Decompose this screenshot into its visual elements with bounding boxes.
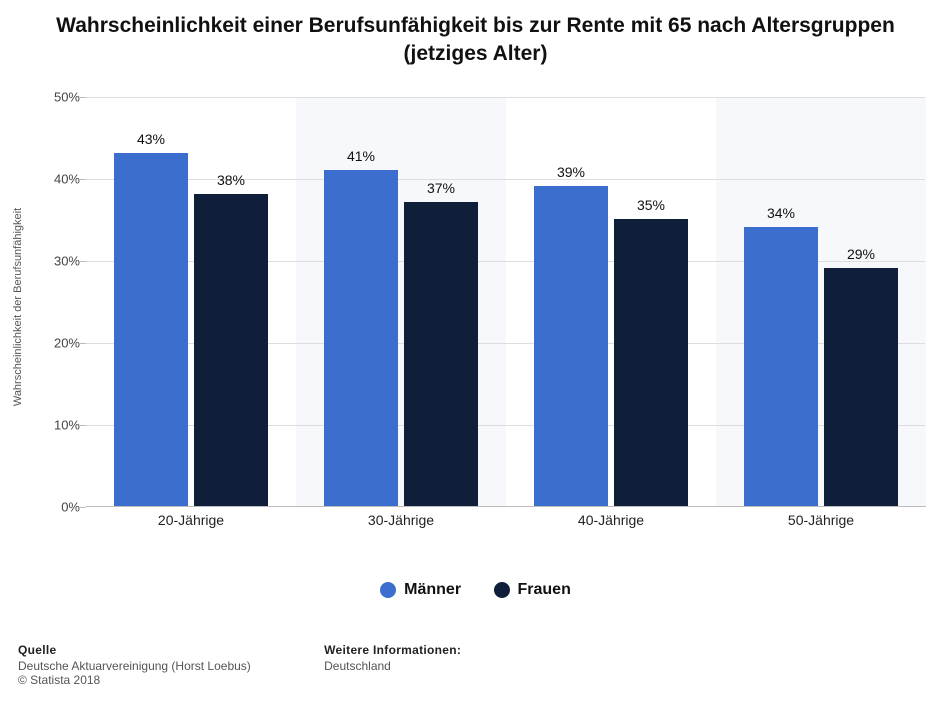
source-label: Quelle — [18, 643, 251, 657]
bar-männer: 41% — [324, 170, 398, 506]
y-axis-title: Wahrscheinlichkeit der Berufsunfähigkeit — [12, 208, 24, 406]
footer: Quelle Deutsche Aktuarvereinigung (Horst… — [18, 643, 928, 687]
y-tick-label: 30% — [28, 253, 80, 268]
plot-area: 43%38%41%37%39%35%34%29% — [86, 97, 926, 507]
x-category-label: 20-Jährige — [158, 512, 224, 528]
bar-frauen: 37% — [404, 202, 478, 505]
legend-item-maenner: Männer — [380, 581, 461, 599]
y-tick-label: 40% — [28, 171, 80, 186]
legend-dot-icon — [380, 582, 396, 598]
legend: Männer Frauen — [18, 581, 933, 603]
y-tick-label: 0% — [28, 499, 80, 514]
y-tick-mark — [80, 507, 86, 508]
bar-value-label: 43% — [114, 131, 188, 147]
bar-value-label: 34% — [744, 205, 818, 221]
more-info-text: Deutschland — [324, 659, 461, 673]
bar-frauen: 38% — [194, 194, 268, 506]
bar-value-label: 37% — [404, 180, 478, 196]
legend-label: Männer — [404, 581, 461, 599]
y-tick-label: 20% — [28, 335, 80, 350]
copyright-text: © Statista 2018 — [18, 673, 251, 687]
more-info-label: Weitere Informationen: — [324, 643, 461, 657]
y-tick-label: 50% — [28, 89, 80, 104]
chart-area: Wahrscheinlichkeit der Berufsunfähigkeit… — [28, 77, 933, 537]
bar-value-label: 41% — [324, 148, 398, 164]
bar-männer: 39% — [534, 186, 608, 506]
bar-value-label: 29% — [824, 246, 898, 262]
bar-value-label: 38% — [194, 172, 268, 188]
bar-value-label: 39% — [534, 164, 608, 180]
legend-dot-icon — [494, 582, 510, 598]
source-text: Deutsche Aktuarvereinigung (Horst Loebus… — [18, 659, 251, 673]
legend-item-frauen: Frauen — [494, 581, 571, 599]
x-category-label: 40-Jährige — [578, 512, 644, 528]
bar-frauen: 29% — [824, 268, 898, 506]
x-category-label: 50-Jährige — [788, 512, 854, 528]
bar-frauen: 35% — [614, 219, 688, 506]
bar-männer: 43% — [114, 153, 188, 506]
y-tick-label: 10% — [28, 417, 80, 432]
bar-value-label: 35% — [614, 197, 688, 213]
legend-label: Frauen — [518, 581, 571, 599]
chart-title: Wahrscheinlichkeit einer Berufsunfähigke… — [18, 12, 933, 77]
gridline — [86, 97, 925, 98]
bar-männer: 34% — [744, 227, 818, 506]
x-category-label: 30-Jährige — [368, 512, 434, 528]
